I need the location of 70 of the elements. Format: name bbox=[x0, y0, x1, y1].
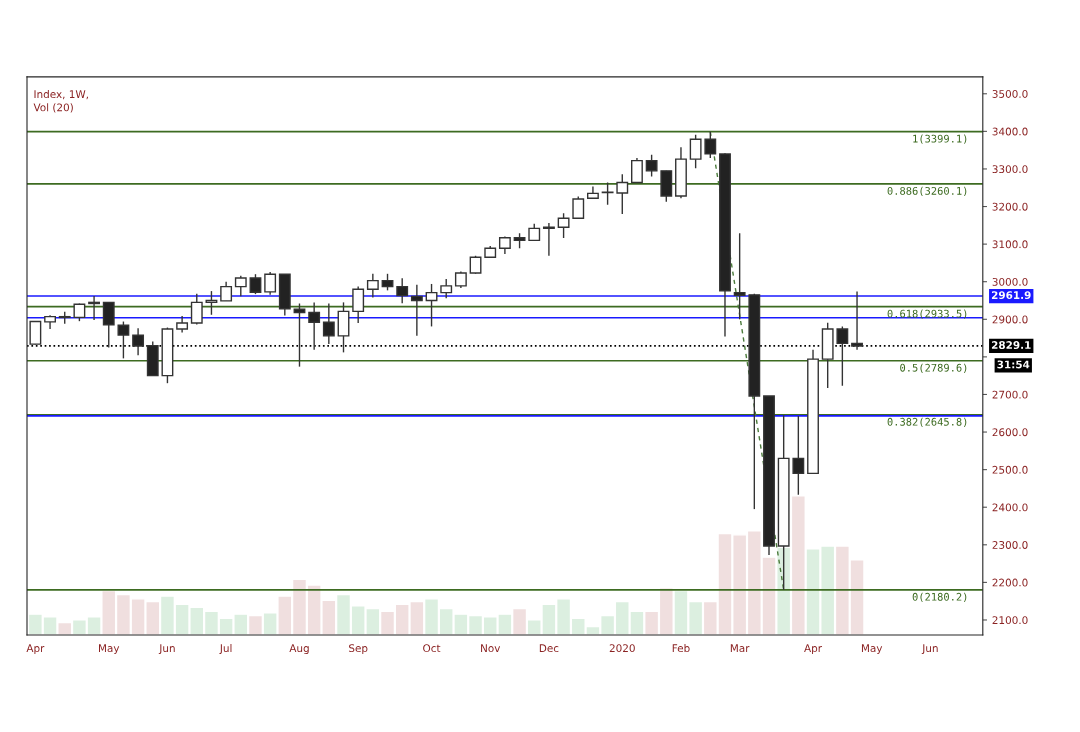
y-tick-label: 2600.0 bbox=[992, 428, 1028, 437]
x-tick-label: Mar bbox=[730, 644, 750, 653]
x-tick-label: May bbox=[861, 644, 883, 655]
x-tick-label: Jun bbox=[921, 644, 938, 655]
ref-line-label: 2961.9 bbox=[991, 291, 1031, 300]
x-tick-label: Jul bbox=[219, 644, 232, 655]
candlestick bbox=[851, 290, 863, 351]
y-tick-label: 3200.0 bbox=[992, 202, 1028, 211]
ref-line-label: 1(3399.1) bbox=[913, 134, 967, 144]
candlestick bbox=[234, 274, 247, 298]
candlestick bbox=[733, 232, 746, 320]
candlestick bbox=[293, 302, 306, 368]
candlestick bbox=[836, 325, 849, 387]
candlestick bbox=[557, 212, 570, 239]
candlestick bbox=[29, 320, 42, 346]
x-tick-label: Apr bbox=[26, 644, 45, 655]
text: Index, 1W, bbox=[34, 90, 88, 100]
candlestick bbox=[469, 255, 482, 275]
candlestick bbox=[704, 131, 717, 159]
x-tick-label: Apr bbox=[804, 644, 823, 655]
candlestick bbox=[249, 273, 262, 295]
x-tick-label: 2020 bbox=[609, 644, 635, 653]
candlestick bbox=[396, 277, 409, 304]
y-tick-label: 3300.0 bbox=[992, 165, 1028, 174]
candlestick bbox=[689, 134, 702, 169]
candlestick bbox=[792, 415, 805, 496]
candlestick bbox=[132, 327, 145, 357]
candlestick bbox=[220, 281, 233, 302]
x-tick-label: May bbox=[99, 644, 120, 655]
candlestick bbox=[616, 173, 629, 215]
x-tick-label: Oct bbox=[423, 644, 441, 653]
y-tick-label: 2700.0 bbox=[992, 390, 1028, 399]
y-tick-label: 3400.0 bbox=[992, 127, 1028, 136]
y-tick-label: 3100.0 bbox=[992, 240, 1028, 249]
ref-line-label: 0.5(2789.6) bbox=[900, 363, 967, 373]
ref-line-label: 0(2180.2) bbox=[912, 592, 967, 602]
chart-title: Vol (20) bbox=[33, 103, 73, 113]
y-tick-label: 2200.0 bbox=[992, 578, 1028, 587]
candlestick bbox=[117, 320, 130, 360]
ref-line-label: 0.382(2645.8) bbox=[887, 417, 967, 427]
candlestick bbox=[366, 273, 379, 299]
candlestick bbox=[190, 293, 203, 326]
candlestick bbox=[425, 283, 438, 328]
x-tick-label: Feb bbox=[672, 644, 690, 653]
candlestick bbox=[645, 153, 658, 178]
x-tick-label: Dec bbox=[539, 644, 559, 653]
ref-line-label: 0.618(2933.5) bbox=[887, 309, 967, 319]
y-tick-label: 2100.0 bbox=[992, 616, 1028, 625]
y-tick-label: 3000.0 bbox=[992, 277, 1028, 286]
candlestick bbox=[440, 278, 453, 299]
y-tick-label: 2900.0 bbox=[992, 315, 1028, 324]
ref-line-label: 0.886(3260.1) bbox=[887, 186, 967, 197]
candlestick bbox=[410, 284, 423, 337]
candlestick bbox=[631, 157, 643, 184]
ref-line-label: 2829.1 bbox=[991, 341, 1031, 349]
x-tick-label: Sep bbox=[349, 644, 368, 655]
candlestick bbox=[322, 302, 335, 345]
x-tick-label: Aug bbox=[289, 644, 309, 655]
candlestick bbox=[102, 301, 115, 349]
y-tick-label: 2400.0 bbox=[992, 503, 1028, 512]
y-tick-label: 2300.0 bbox=[992, 541, 1028, 549]
candlestick bbox=[352, 285, 365, 324]
x-tick-label: Jun bbox=[158, 644, 175, 655]
x-tick-label: Nov bbox=[481, 644, 501, 653]
candlestick bbox=[264, 271, 277, 296]
candlestick bbox=[572, 195, 585, 219]
candlestick bbox=[308, 301, 321, 351]
y-tick-label: 2500.0 bbox=[992, 465, 1028, 474]
y-tick-label: 3500.0 bbox=[992, 90, 1028, 98]
text: 31:54 bbox=[997, 360, 1030, 369]
